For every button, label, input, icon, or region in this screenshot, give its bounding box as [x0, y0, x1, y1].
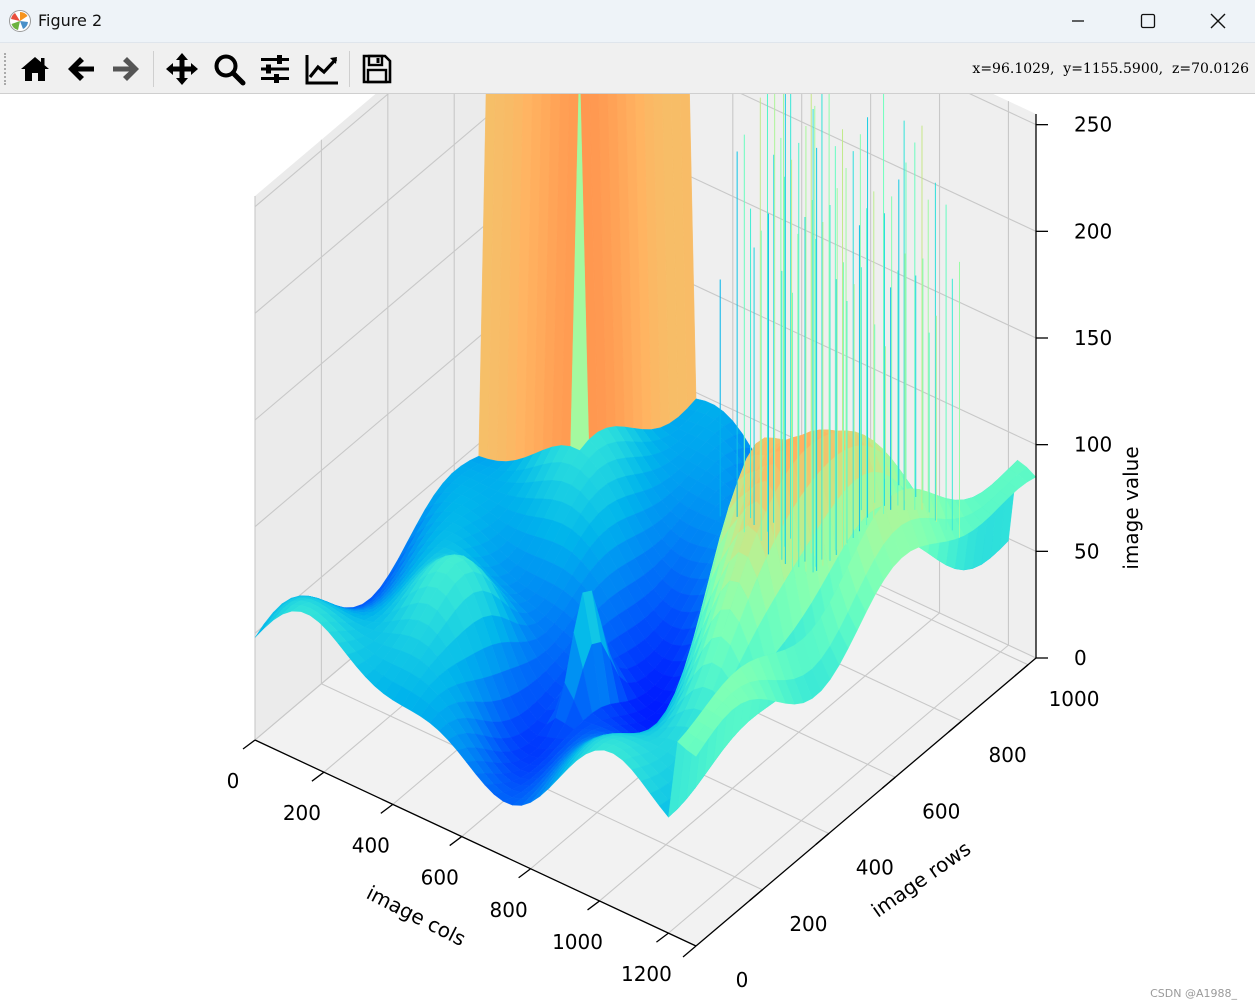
y-tick [748, 889, 763, 902]
y-axis-ticks: 0 200 400 600 800 1000 [682, 664, 1100, 992]
home-icon [21, 57, 49, 81]
x-tick-label: 1200 [621, 962, 672, 986]
y-tick-label: 1000 [1049, 687, 1100, 711]
z-tick-label: 100 [1074, 433, 1112, 457]
x-axis-ticks: 0 200 400 600 800 1000 1200 [227, 739, 672, 986]
close-button[interactable] [1183, 0, 1253, 42]
pan-button[interactable] [163, 50, 201, 88]
cursor-coordinates: x=96.1029, y=1155.5900, z=70.0126 [972, 61, 1249, 77]
z-tick-label: 150 [1074, 326, 1112, 350]
surface-plot [254, 94, 1037, 818]
grid-line-z [254, 94, 389, 208]
edit-axis-button[interactable] [303, 50, 341, 88]
close-icon [1210, 13, 1226, 29]
grid-line-x [668, 644, 1009, 934]
y-tick-label: 0 [736, 968, 749, 992]
matplotlib-logo-icon [9, 10, 31, 32]
title-bar: Figure 2 [0, 0, 1255, 43]
x-tick-label: 1000 [552, 930, 603, 954]
x-axis-line [254, 739, 697, 947]
x-tick [242, 739, 256, 750]
grid-line-z [740, 94, 1037, 232]
toolbar-grip[interactable] [4, 53, 9, 85]
x-tick [656, 932, 669, 943]
y-tick-label: 400 [856, 856, 894, 880]
move-icon [166, 53, 198, 85]
forward-button[interactable] [107, 50, 145, 88]
x-tick-label: 200 [283, 801, 321, 825]
toolbar-separator [153, 51, 154, 87]
x-tick [380, 803, 394, 814]
toolbar-separator [349, 51, 350, 87]
y-tick [948, 720, 963, 733]
x-tick [587, 900, 600, 911]
watermark: CSDN @A1988_ [1150, 987, 1237, 1000]
y-tick-label: 800 [989, 743, 1027, 767]
z-axis-ticks: 0 50 100 150 200 250 [1036, 113, 1112, 670]
x-tick-label: 600 [421, 866, 459, 890]
y-tick [682, 945, 697, 958]
minimize-icon [1072, 20, 1084, 22]
x-tick-label: 800 [490, 898, 528, 922]
magnifier-icon [214, 54, 246, 86]
y-tick-label: 200 [789, 912, 827, 936]
floppy-disk-icon [362, 54, 392, 84]
x-tick [449, 836, 463, 847]
surface-patch [686, 737, 706, 757]
minimize-button[interactable] [1043, 0, 1113, 42]
z-tick-label: 200 [1074, 219, 1112, 243]
arrow-right-icon [113, 57, 139, 81]
grid-line-z [254, 94, 515, 314]
z-tick-label: 250 [1074, 113, 1112, 137]
save-button[interactable] [358, 50, 396, 88]
configure-subplots-button[interactable] [256, 50, 294, 88]
zoom-button[interactable] [210, 50, 248, 88]
window-title: Figure 2 [38, 11, 103, 30]
y-tick [881, 776, 896, 789]
y-tick [1014, 664, 1029, 677]
y-tick [815, 833, 830, 845]
x-tick [311, 771, 325, 782]
z-axis-label: image value [1119, 446, 1143, 569]
line-chart-icon [305, 55, 338, 85]
grid-line-x [599, 612, 940, 902]
z-tick-label: 50 [1074, 539, 1099, 563]
x-tick [518, 868, 532, 879]
x-axis-label: image cols [363, 881, 470, 951]
x-tick-label: 0 [227, 769, 240, 793]
arrow-left-icon [68, 57, 94, 81]
z-tick-label: 0 [1074, 646, 1087, 670]
y-tick-label: 600 [922, 799, 960, 823]
maximize-button[interactable] [1113, 0, 1183, 42]
back-button[interactable] [62, 50, 100, 88]
x-tick-label: 400 [352, 833, 390, 857]
sliders-icon [261, 55, 289, 83]
home-button[interactable] [16, 50, 54, 88]
navigation-toolbar: x=96.1029, y=1155.5900, z=70.0126 [0, 43, 1255, 94]
maximize-icon [1140, 13, 1156, 29]
